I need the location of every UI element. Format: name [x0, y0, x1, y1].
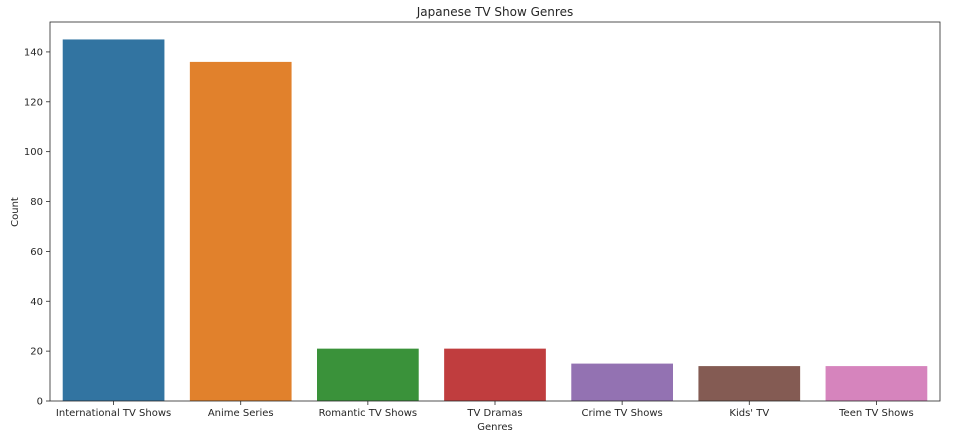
bar-0 [62, 39, 165, 401]
y-tick-label: 80 [30, 197, 43, 208]
y-tick-label: 0 [37, 397, 43, 408]
bar-6 [825, 366, 928, 401]
x-tick-label: Romantic TV Shows [319, 408, 418, 419]
y-tick-label: 120 [24, 97, 43, 108]
x-tick-label: Anime Series [208, 408, 274, 419]
y-axis-title: Count [10, 197, 21, 227]
y-axis: 0 20 40 60 80 100 120 140 [24, 47, 50, 408]
bar-3 [444, 348, 546, 401]
bar-4 [571, 363, 673, 401]
x-axis: International TV Shows Anime Series Romant… [56, 401, 914, 419]
x-tick-label: Crime TV Shows [582, 408, 663, 419]
bar-2 [317, 348, 419, 401]
bar-5 [698, 366, 801, 401]
x-tick-label: TV Dramas [466, 408, 522, 419]
y-tick-label: 40 [30, 297, 43, 308]
y-tick-label: 140 [24, 47, 43, 58]
x-tick-label: Kids' TV [729, 408, 769, 419]
plot-frame [49, 21, 941, 402]
x-tick-label: Teen TV Shows [838, 408, 914, 419]
x-axis-title: Genres [477, 422, 513, 433]
y-tick-label: 100 [24, 147, 43, 158]
bars-group [62, 39, 928, 401]
y-tick-label: 20 [30, 347, 43, 358]
chart-title: Japanese TV Show Genres [416, 5, 573, 19]
y-tick-label: 60 [30, 247, 43, 258]
x-tick-label: International TV Shows [56, 408, 171, 419]
bar-1 [189, 61, 292, 401]
